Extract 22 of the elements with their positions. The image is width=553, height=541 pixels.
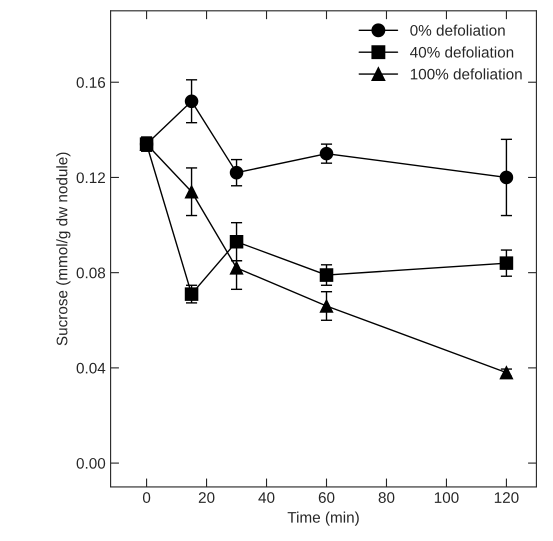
y-tick-label: 0.04 — [76, 362, 106, 374]
x-tick-label: 120 — [494, 492, 519, 503]
point — [230, 166, 244, 180]
y-axis-title: Sucrose (mmol/g dw nodule) — [56, 152, 70, 346]
point — [320, 268, 334, 282]
legend-label: 40% defoliation — [410, 46, 514, 58]
x-axis-title: Time (min) — [288, 512, 359, 526]
y-tick-label: 0.12 — [76, 172, 105, 184]
legend-label: 0% defoliation — [410, 24, 505, 36]
y-tick-label: 0.16 — [76, 77, 106, 88]
point — [320, 146, 334, 160]
point — [320, 299, 334, 313]
x-tick-label: 20 — [198, 492, 214, 503]
point — [230, 234, 244, 248]
x-tick-label: 100 — [434, 492, 459, 503]
legend-label: 100% defoliation — [410, 68, 522, 80]
x-tick-label: 60 — [318, 492, 334, 503]
y-tick-label: 0.08 — [76, 268, 106, 278]
y-tick-label: 0.00 — [76, 458, 106, 469]
x-tick-label: 80 — [378, 492, 394, 503]
x-tick-label: 40 — [258, 492, 274, 503]
x-tick-label: 0 — [142, 492, 150, 503]
